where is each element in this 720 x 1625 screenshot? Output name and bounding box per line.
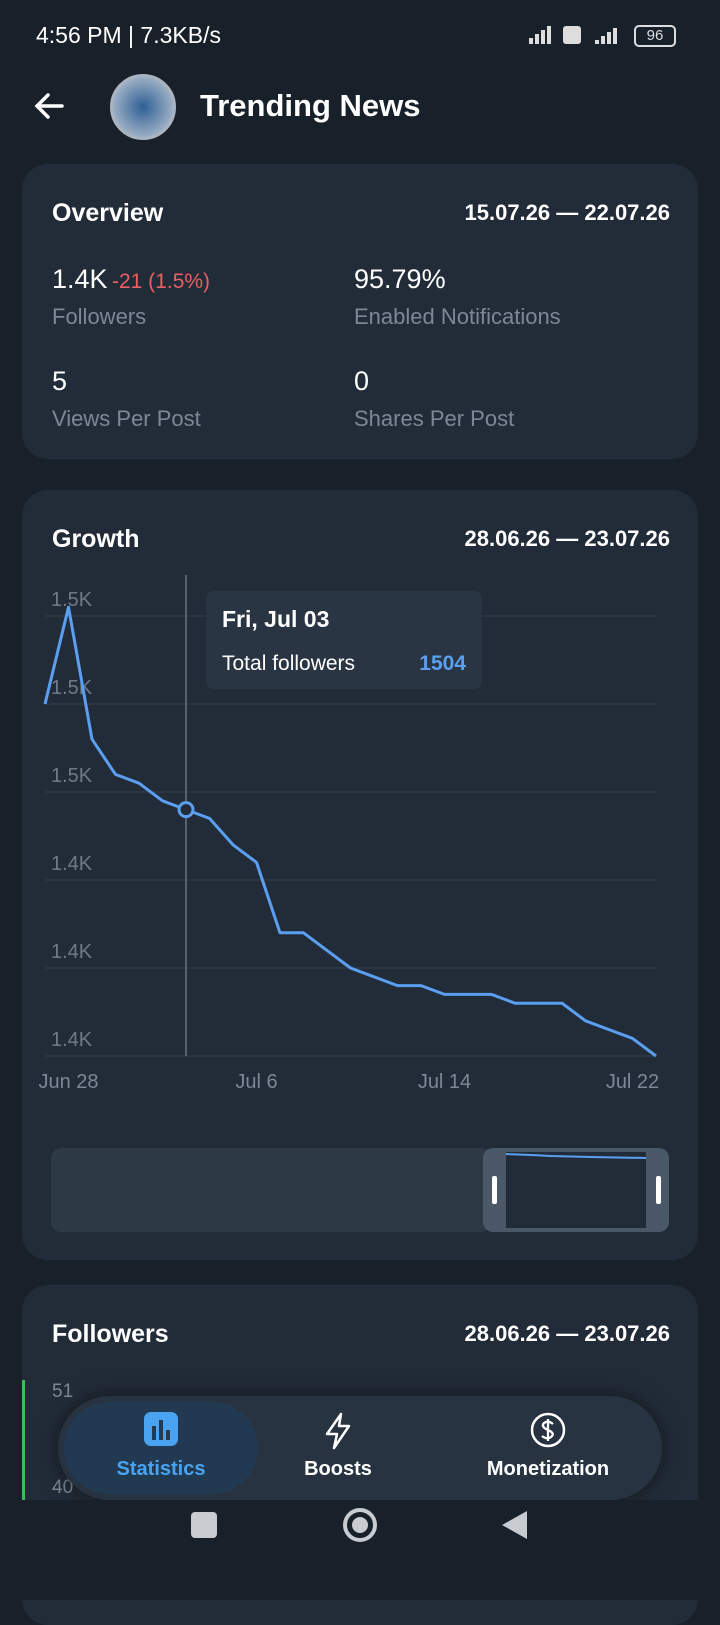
growth-title: Growth [52,525,140,553]
stat-value: 1.4K [52,264,108,294]
battery: 96 [634,25,676,47]
channel-avatar[interactable] [110,74,176,140]
tooltip-value: 1504 [419,652,466,675]
tooltip-box [206,591,482,689]
y-tick-label: 1.5K [51,765,93,787]
growth-chart: 1.4K 1.4K 1.4K 1.5K 1.5K 1.5K Jun 28 Jul 6 Jul 1… [38,575,659,1093]
x-tick-label: Jun 28 [38,1071,98,1093]
tab-statistics[interactable]: Statistics [64,1402,258,1494]
stat-label: Views Per Post [52,406,201,431]
x-tick-label: Jul 6 [235,1071,277,1093]
tab-boosts[interactable]: Boosts [268,1402,408,1494]
line-series [43,605,657,1058]
followers-line [22,1380,25,1530]
followers-date: 28.06.26 — 23.07.26 [464,1321,671,1346]
y-tick-label: 1.4K [51,941,93,963]
stat-label: Enabled Notifications [354,304,561,329]
stat-value: 5 [52,366,68,396]
tooltip: Fri, Jul 03 Total followers 1504 [206,591,482,689]
growth-date: 28.06.26 — 23.07.26 [464,526,671,551]
axis-label: 51 [52,1381,74,1402]
channel-title: Trending News [200,88,421,123]
tab-label: Monetization [486,1458,610,1480]
overview-title: Overview [52,199,164,227]
tooltip-series: Total followers [222,652,355,675]
followers-title: Followers [52,1320,169,1348]
bottom-nav: Statistics Boosts Monetization [58,1396,662,1500]
tab-label: Boosts [304,1458,372,1480]
status-time: 4:56 PM | 7.3KB/s [36,22,221,48]
y-tick-label: 1.4K [51,1029,93,1051]
overview-card: Overview 15.07.26 — 22.07.26 1.4K -21 (1… [22,164,698,459]
stat-change: -21 (1.5%) [112,270,211,293]
selected-point [177,801,195,819]
stat-value: 95.79% [354,264,446,294]
x-tick-label: Jul 14 [418,1071,471,1093]
axis-label: 40 [52,1477,74,1498]
signal-icons [515,24,645,46]
tab-monetization[interactable]: Monetization [448,1402,648,1494]
system-nav [0,1500,720,1600]
y-tick-label: 1.4K [51,853,93,875]
stat-value: 0 [354,366,370,396]
y-tick-label: 1.5K [51,589,93,611]
tab-label: Statistics [116,1458,206,1480]
x-tick-label: Jul 22 [606,1071,659,1093]
back-button[interactable] [30,86,70,126]
stat-label: Shares Per Post [354,406,515,431]
range-navigator[interactable] [51,1148,669,1232]
tooltip-date: Fri, Jul 03 [222,606,329,632]
stat-label: Followers [52,304,147,329]
overview-date: 15.07.26 — 22.07.26 [464,200,671,225]
y-tick-label: 1.5K [51,677,93,699]
